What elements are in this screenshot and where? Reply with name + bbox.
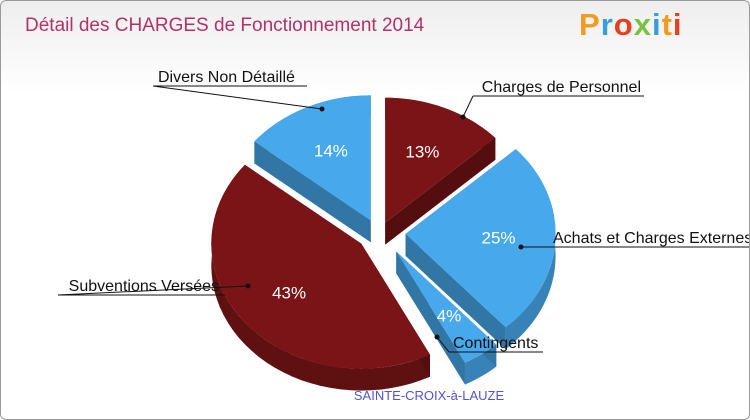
slice-percent-label: 25% (481, 229, 515, 248)
slice-category-label: Charges de Personnel (482, 79, 641, 96)
logo-letter: t (661, 7, 673, 42)
pie-slice-wall (385, 137, 496, 245)
chart-title: Détail des CHARGES de Fonctionnement 201… (25, 15, 425, 36)
pie-slice (405, 149, 556, 328)
slice-percent-label: 43% (272, 284, 306, 303)
pie-slice-wall (254, 141, 371, 243)
label-leader-line (152, 85, 323, 110)
pie-slice (396, 251, 497, 363)
proxiti-logo: Proxiti (579, 7, 683, 43)
logo-letter: r (600, 7, 614, 42)
label-leader-line (57, 285, 249, 296)
logo-letter: i (651, 7, 662, 42)
logo-letter: P (579, 7, 601, 42)
slice-category-label: Divers Non Détaillé (158, 69, 295, 86)
label-leader-dot (518, 244, 524, 250)
slice-category-label: Achats et Charges Externes (553, 230, 749, 247)
slice-category-label: Subventions Versées (69, 278, 219, 295)
pie-slice (211, 164, 431, 369)
label-leader-dot (434, 334, 440, 340)
label-leader-dot (460, 114, 466, 120)
logo-letter: o (613, 7, 634, 42)
label-leader-line (436, 336, 450, 353)
slice-percent-label: 4% (437, 306, 462, 325)
label-leader-dot (319, 106, 325, 112)
pie-slice-wall (405, 233, 506, 350)
label-leader-dot (245, 283, 251, 289)
pie-slice (385, 97, 496, 223)
slice-category-label: Contingents (453, 335, 538, 352)
pie-slice (254, 95, 371, 221)
slice-percent-label: 14% (314, 141, 348, 160)
logo-letter: i (672, 7, 683, 42)
slice-percent-label: 13% (405, 143, 439, 162)
logo-letter: x (633, 7, 652, 42)
city-name: SAINTE-CROIX-à-LAUZE (354, 388, 505, 403)
label-leader-line (462, 95, 474, 118)
